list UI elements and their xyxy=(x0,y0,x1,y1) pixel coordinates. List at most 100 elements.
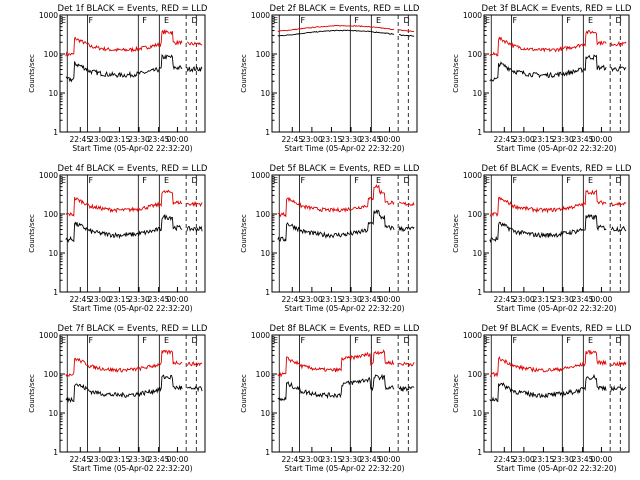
y-tick-label: 1000 xyxy=(463,11,482,20)
x-tick-label: 23:30 xyxy=(128,295,150,304)
y-tick-label: 10 xyxy=(260,409,270,418)
x-tick-label: 23:15 xyxy=(533,295,555,304)
segment-marker: D xyxy=(192,16,198,25)
y-tick-label: 1000 xyxy=(39,11,58,20)
x-tick-label: 00:00 xyxy=(591,295,613,304)
y-tick-label: 10 xyxy=(472,249,482,258)
plot-frame xyxy=(271,14,418,133)
detector-panel: Det 2f BLACK = Events, RED = LLD 1 10 100 10… xyxy=(240,4,420,153)
x-tick-label: 23:45 xyxy=(572,455,594,464)
segment-marker: E xyxy=(485,336,490,345)
segment-marker: F xyxy=(89,336,94,345)
x-tick-label: 23:30 xyxy=(552,455,574,464)
y-tick-label: 1000 xyxy=(463,171,482,180)
detector-panel: Det 4f BLACK = Events, RED = LLD 1 10 100 10… xyxy=(28,164,208,313)
segment-marker: F xyxy=(354,336,359,345)
segment-marker: D xyxy=(616,336,622,345)
segment-marker: F xyxy=(301,16,306,25)
x-tick-label: 00:00 xyxy=(591,455,613,464)
y-tick-label: 1000 xyxy=(39,331,58,340)
segment-marker: E xyxy=(164,176,169,185)
x-tick-label: 23:45 xyxy=(360,135,382,144)
panel-title: Det 5f BLACK = Events, RED = LLD xyxy=(270,164,420,174)
panel-title: Det 7f BLACK = Events, RED = LLD xyxy=(58,324,208,334)
lld-series-line xyxy=(277,349,415,378)
segment-marker: E xyxy=(61,176,66,185)
lld-series-line xyxy=(489,189,627,217)
panel-title: Det 4f BLACK = Events, RED = LLD xyxy=(58,164,208,174)
detector-panel: Det 9f BLACK = Events, RED = LLD 1 10 100 10… xyxy=(452,324,632,473)
segment-marker: E xyxy=(588,176,593,185)
panel-title: Det 6f BLACK = Events, RED = LLD xyxy=(482,164,632,174)
x-tick-label: 23:30 xyxy=(552,135,574,144)
y-tick-label: 1 xyxy=(53,448,58,457)
x-tick-label: 23:45 xyxy=(572,135,594,144)
y-tick-label: 1 xyxy=(53,128,58,137)
y-tick-label: 1 xyxy=(477,288,482,297)
y-tick-label: 1 xyxy=(477,448,482,457)
y-tick-label: 1 xyxy=(265,448,270,457)
x-tick-label: 23:30 xyxy=(128,135,150,144)
segment-marker: D xyxy=(192,336,198,345)
y-tick-label: 100 xyxy=(44,370,59,379)
plot-frame xyxy=(59,174,206,293)
panel-title: Det 2f BLACK = Events, RED = LLD xyxy=(270,4,420,14)
segment-marker: E xyxy=(376,176,381,185)
lld-series-line xyxy=(65,349,203,378)
x-axis-label: Start Time (05-Apr-02 22:32:20) xyxy=(284,464,404,473)
segment-marker: E xyxy=(485,176,490,185)
plot-frame xyxy=(59,334,206,453)
detector-panel: Det 7f BLACK = Events, RED = LLD 1 10 100 10… xyxy=(28,324,208,473)
segment-marker: E xyxy=(376,16,381,25)
x-tick-label: 23:30 xyxy=(552,295,574,304)
events-series-line xyxy=(489,373,627,403)
x-tick-label: 22:45 xyxy=(493,455,515,464)
x-axis-label: Start Time (05-Apr-02 22:32:20) xyxy=(496,464,616,473)
y-tick-label: 1 xyxy=(265,128,270,137)
segment-marker: F xyxy=(513,176,518,185)
x-tick-label: 23:30 xyxy=(340,135,362,144)
plot-frame xyxy=(271,334,418,453)
segment-marker: F xyxy=(566,336,571,345)
panel-title: Det 8f BLACK = Events, RED = LLD xyxy=(270,324,420,334)
x-tick-label: 23:15 xyxy=(321,135,343,144)
lld-series-line xyxy=(277,25,415,32)
x-tick-label: 23:45 xyxy=(148,295,170,304)
segment-marker: F xyxy=(301,176,306,185)
events-series-line xyxy=(65,374,203,403)
x-axis-label: Start Time (05-Apr-02 22:32:20) xyxy=(284,144,404,153)
segment-marker: F xyxy=(89,176,94,185)
events-series-line xyxy=(277,373,415,402)
x-tick-label: 00:00 xyxy=(591,135,613,144)
x-tick-label: 00:00 xyxy=(167,455,189,464)
segment-marker: D xyxy=(616,176,622,185)
x-tick-label: 23:00 xyxy=(301,295,323,304)
segment-marker: F xyxy=(142,176,147,185)
segment-marker: E xyxy=(273,336,278,345)
y-tick-label: 10 xyxy=(260,249,270,258)
x-tick-label: 23:15 xyxy=(321,455,343,464)
segment-marker: E xyxy=(61,336,66,345)
x-tick-label: 22:45 xyxy=(69,135,91,144)
y-axis-label: Counts/sec xyxy=(28,54,36,93)
events-series-line xyxy=(277,209,415,242)
plot-frame xyxy=(59,14,206,133)
x-tick-label: 00:00 xyxy=(379,135,401,144)
events-series-line xyxy=(489,54,627,82)
x-tick-label: 23:45 xyxy=(148,455,170,464)
x-tick-label: 00:00 xyxy=(167,295,189,304)
detector-panel: Det 5f BLACK = Events, RED = LLD 1 10 100 10… xyxy=(240,164,420,313)
x-tick-label: 22:45 xyxy=(281,455,303,464)
y-tick-label: 100 xyxy=(468,50,483,59)
x-tick-label: 23:00 xyxy=(89,295,111,304)
y-axis-label: Counts/sec xyxy=(28,374,36,413)
y-tick-label: 100 xyxy=(256,210,271,219)
detector-panel: Det 6f BLACK = Events, RED = LLD 1 10 100 10… xyxy=(452,164,632,313)
segment-marker: F xyxy=(89,16,94,25)
x-axis-label: Start Time (05-Apr-02 22:32:20) xyxy=(72,304,192,313)
segment-marker: D xyxy=(616,16,622,25)
y-tick-label: 100 xyxy=(256,50,271,59)
x-tick-label: 23:45 xyxy=(572,295,594,304)
segment-marker: E xyxy=(273,176,278,185)
